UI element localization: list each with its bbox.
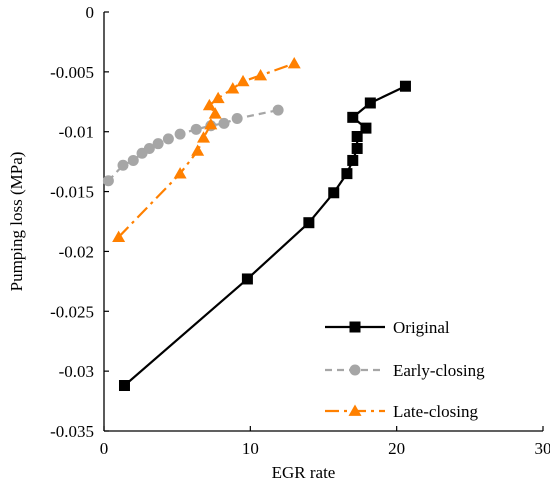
data-point [127, 154, 139, 166]
data-point [174, 128, 186, 140]
x-tick-label: 30 [535, 439, 550, 458]
data-point [190, 123, 202, 135]
legend-item-early-closing: Early-closing [325, 361, 485, 380]
y-tick-label: -0.035 [50, 422, 94, 441]
y-tick-label: -0.015 [50, 183, 94, 202]
legend-marker [348, 404, 362, 416]
legend-marker [349, 364, 361, 376]
x-axis-title: EGR rate [272, 463, 336, 482]
data-point [152, 138, 164, 150]
data-point [143, 142, 155, 154]
legend-label: Late-closing [393, 402, 478, 421]
series-early-closing [102, 104, 284, 187]
y-tick-label: -0.03 [59, 362, 94, 381]
data-point [231, 113, 243, 125]
y-tick-label: -0.025 [50, 302, 94, 321]
data-point [117, 159, 129, 171]
data-point [272, 104, 284, 116]
series-original [118, 80, 411, 392]
legend-item-late-closing: Late-closing [325, 402, 478, 421]
data-point [226, 82, 240, 94]
series-late-closing [112, 56, 301, 242]
data-point [208, 107, 222, 119]
data-point [364, 97, 376, 109]
legend-label: Early-closing [393, 361, 485, 380]
data-point [347, 154, 359, 166]
data-point [303, 217, 315, 229]
data-point [360, 122, 372, 134]
data-point [254, 68, 268, 81]
data-point [351, 142, 363, 154]
data-point [399, 80, 411, 92]
data-point [112, 230, 126, 242]
y-tick-label: 0 [86, 3, 95, 22]
data-point [347, 111, 359, 123]
legend-item-original: Original [325, 318, 450, 337]
data-point [341, 168, 353, 180]
x-tick-label: 0 [100, 439, 109, 458]
data-point [202, 98, 216, 111]
data-point [197, 131, 211, 143]
legend: Original Early-closing Late-closing [325, 318, 485, 421]
data-point [241, 273, 253, 285]
series-line [107, 109, 279, 182]
y-tick-label: -0.005 [50, 63, 94, 82]
data-point [328, 187, 340, 199]
data-point [236, 74, 250, 87]
legend-marker [349, 321, 361, 333]
y-tick-label: -0.02 [59, 242, 94, 261]
data-point [102, 175, 114, 187]
x-tick-label: 20 [388, 439, 405, 458]
data-point [173, 167, 187, 179]
y-axis-title: Pumping loss (MPa) [7, 152, 26, 292]
x-tick-label: 10 [242, 439, 259, 458]
y-tick-label: -0.01 [59, 123, 94, 142]
data-point [287, 56, 301, 69]
legend-label: Original [393, 318, 450, 337]
data-point [351, 131, 363, 143]
series-layer [102, 56, 411, 392]
data-point [191, 144, 205, 156]
data-point [162, 133, 174, 145]
data-point [118, 380, 130, 392]
data-point [211, 91, 225, 104]
data-point [204, 118, 218, 130]
axes: 0 -0.005 -0.01 -0.015 -0.02 -0.025 -0.03 -0.035… [7, 3, 550, 482]
data-point [218, 117, 230, 129]
